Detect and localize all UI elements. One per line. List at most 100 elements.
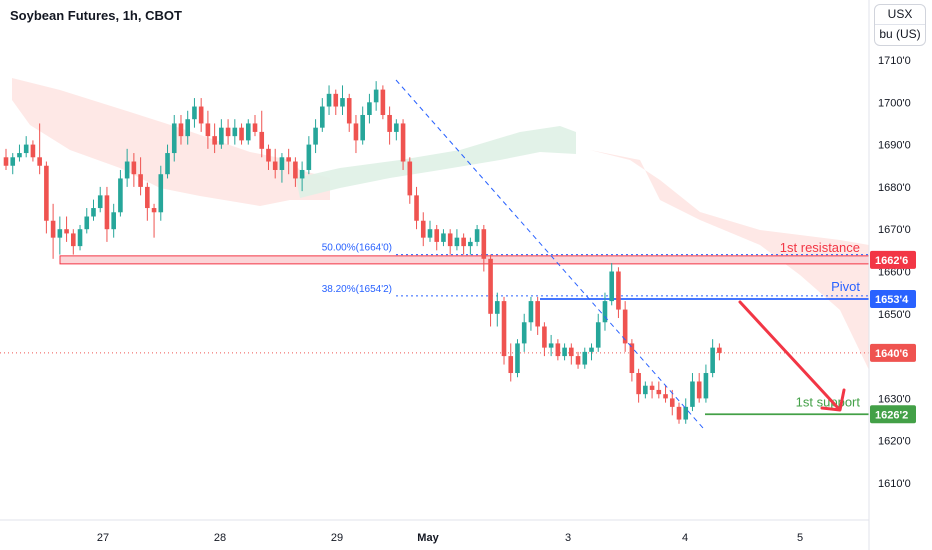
- candle: [394, 119, 399, 141]
- candle-body: [515, 343, 520, 374]
- candle: [595, 313, 601, 352]
- candle: [138, 157, 143, 196]
- candle-body: [232, 127, 238, 137]
- candle: [178, 114, 184, 145]
- candle: [656, 381, 662, 399]
- candle-body: [690, 381, 695, 407]
- candle-body: [400, 123, 406, 162]
- candle-body: [293, 161, 298, 179]
- currency-label: USX: [875, 5, 925, 25]
- candle-body: [407, 161, 413, 196]
- candle-body: [219, 127, 224, 145]
- candle: [225, 119, 231, 145]
- candle-body: [252, 123, 258, 132]
- x-tick-label: 28: [214, 532, 226, 544]
- candle-body: [23, 144, 29, 154]
- annotations: 50.00%(1664'0) 38.20%(1654'2) 1st resistan…: [322, 79, 860, 429]
- candle: [245, 119, 251, 145]
- candle-body: [434, 229, 440, 242]
- candle-body: [663, 394, 668, 399]
- candle-body: [441, 233, 446, 242]
- candle-body: [629, 343, 635, 374]
- candle-body: [320, 106, 325, 128]
- candle: [427, 220, 433, 242]
- candle: [111, 203, 116, 238]
- bearish-cloud-left: [12, 78, 330, 206]
- candle-body: [575, 356, 581, 365]
- candle: [333, 89, 339, 115]
- candle-body: [57, 229, 63, 238]
- level-label: 1st resistance: [780, 240, 860, 255]
- candle: [555, 339, 561, 361]
- candle: [165, 144, 170, 179]
- candle-body: [528, 301, 534, 323]
- candle-body: [346, 98, 352, 124]
- x-tick-label: 29: [331, 532, 343, 544]
- candle-body: [488, 258, 493, 314]
- measure-label: bu (US): [879, 27, 921, 41]
- candle-body: [286, 157, 291, 162]
- candle-body: [158, 174, 164, 213]
- candle-body: [64, 229, 69, 234]
- candle-body: [326, 93, 332, 107]
- candle-body: [50, 220, 56, 238]
- candle-body: [178, 123, 184, 137]
- candle-body: [589, 347, 594, 352]
- candle-body: [131, 161, 137, 175]
- candle-body: [461, 237, 466, 247]
- x-tick-label: 27: [97, 532, 109, 544]
- candle-body: [676, 406, 682, 420]
- candle-body: [696, 381, 702, 399]
- x-tick-label: 4: [682, 532, 688, 544]
- price-badge-bg: [870, 405, 916, 424]
- candle-body: [468, 241, 473, 247]
- candle-body: [562, 347, 567, 357]
- candle-body: [205, 123, 211, 137]
- y-tick-label: 1620'0: [878, 436, 911, 448]
- candle-body: [306, 144, 312, 170]
- candle: [690, 373, 695, 412]
- candle-body: [494, 301, 500, 314]
- candle-body: [420, 220, 426, 238]
- candle: [23, 136, 29, 158]
- candle: [30, 140, 36, 162]
- candle: [340, 85, 345, 115]
- candle: [286, 148, 291, 175]
- candle: [37, 123, 42, 175]
- price-badge-text: 1662'6: [875, 255, 908, 267]
- candle-body: [313, 127, 318, 145]
- candle: [306, 136, 312, 175]
- candle: [10, 153, 16, 175]
- candle: [420, 212, 426, 247]
- candle: [131, 153, 137, 187]
- candles: [3, 81, 722, 424]
- candle-body: [225, 127, 231, 137]
- candle: [3, 148, 9, 170]
- candle-body: [239, 127, 244, 141]
- candle: [205, 110, 211, 149]
- candle-body: [394, 123, 399, 132]
- resistance-zone: [59, 255, 870, 265]
- candle-body: [447, 233, 453, 247]
- candle-body: [609, 271, 614, 302]
- candle: [609, 263, 614, 306]
- x-axis: 27 28 29 May 3 4 5: [97, 532, 803, 544]
- candle: [441, 229, 446, 247]
- candle-body: [717, 347, 722, 353]
- candle-body: [555, 343, 561, 357]
- x-tick-label: 5: [797, 532, 803, 544]
- candle-body: [569, 347, 574, 357]
- candle-body: [171, 123, 177, 154]
- candle: [696, 373, 702, 403]
- candle-body: [151, 208, 157, 213]
- candle: [488, 254, 493, 327]
- price-badge-bg: [870, 250, 916, 269]
- candle: [569, 343, 574, 365]
- candle: [494, 292, 500, 327]
- candle-body: [353, 123, 359, 141]
- candle: [474, 224, 480, 247]
- unit-selector[interactable]: USX bu (US): [874, 4, 926, 46]
- candle-body: [77, 229, 83, 247]
- candle-body: [703, 373, 709, 399]
